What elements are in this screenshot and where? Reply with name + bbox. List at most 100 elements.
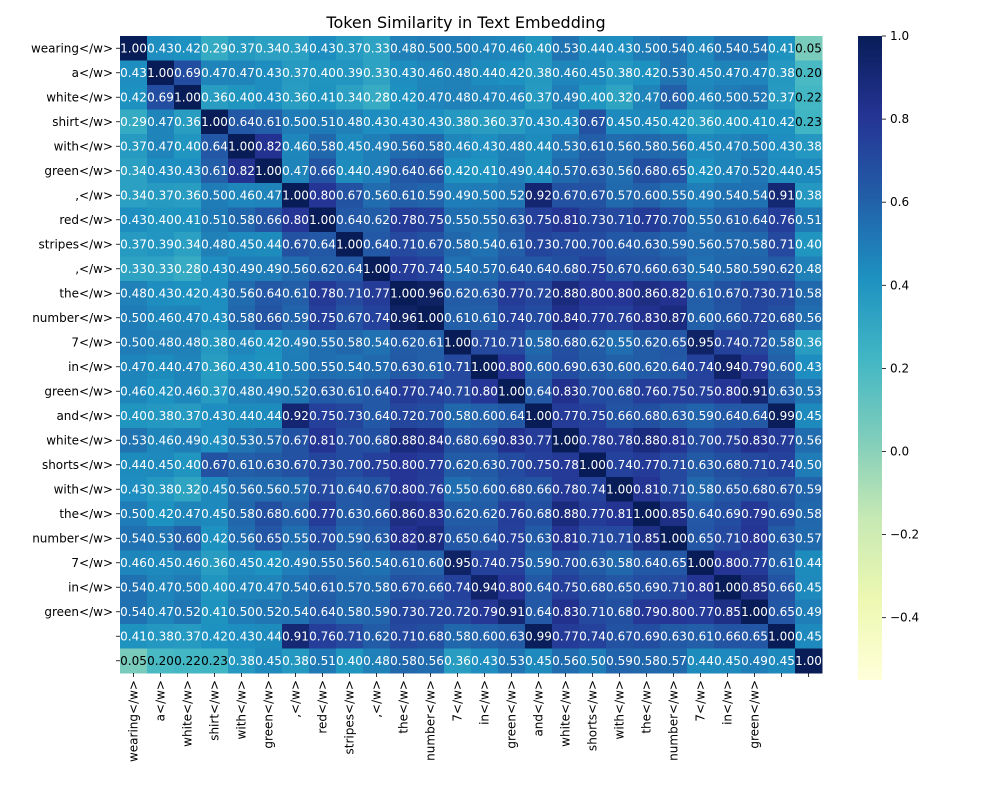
heatmap-cell — [390, 85, 418, 110]
heatmap-cell — [444, 281, 472, 306]
heatmap-cell — [255, 354, 283, 380]
heatmap-cell — [795, 207, 823, 233]
heatmap-cell — [795, 281, 823, 306]
heatmap-cell-value: 0.40 — [174, 139, 201, 153]
heatmap-cell — [795, 379, 823, 404]
heatmap-cell-value: 0.58 — [768, 335, 795, 349]
x-tick-label: white</w> — [559, 680, 573, 747]
heatmap-cell — [309, 60, 337, 86]
heatmap-cell-value: 0.62 — [471, 507, 498, 521]
heatmap-cell — [336, 599, 364, 625]
heatmap-cell — [471, 158, 499, 184]
heatmap-cell — [741, 330, 769, 355]
heatmap-cell-value: 0.43 — [201, 433, 228, 447]
heatmap-cell-value: 0.71 — [309, 482, 336, 496]
heatmap-cell — [714, 403, 742, 429]
heatmap-cell — [336, 648, 364, 674]
heatmap-cell — [552, 60, 580, 86]
x-tick-label: with</w> — [613, 680, 627, 739]
heatmap-cell — [228, 60, 256, 86]
heatmap-cell — [768, 599, 796, 625]
heatmap-cell-value: 0.56 — [606, 139, 633, 153]
heatmap-cell-value: 0.47 — [147, 605, 174, 619]
heatmap-cell-value: 0.37 — [120, 139, 147, 153]
heatmap-cell — [768, 428, 796, 453]
heatmap-cell — [417, 648, 445, 674]
heatmap-cell — [687, 305, 715, 331]
heatmap-cell-value: 0.43 — [147, 286, 174, 300]
heatmap-cell — [336, 305, 364, 331]
y-tick-label: the</w> — [59, 286, 113, 300]
heatmap-cell-value: 0.29 — [120, 115, 147, 129]
heatmap-cell — [282, 232, 310, 257]
heatmap-cell-value: 0.71 — [336, 629, 363, 643]
heatmap-cell-value: 0.44 — [255, 629, 282, 643]
heatmap-cell-value: 0.64 — [363, 384, 390, 398]
heatmap-cell — [174, 183, 202, 208]
heatmap-cell-value: 0.58 — [336, 605, 363, 619]
heatmap-cell-value: 0.54 — [444, 262, 471, 276]
heatmap-cell-value: 0.68 — [768, 311, 795, 325]
heatmap-cell — [660, 330, 688, 355]
heatmap-cell — [363, 183, 391, 208]
heatmap-cell — [390, 624, 418, 649]
heatmap-cell-value: 0.63 — [525, 531, 552, 545]
heatmap-cell — [363, 550, 391, 576]
heatmap-cell — [471, 60, 499, 86]
heatmap-cell-value: 0.78 — [552, 482, 579, 496]
heatmap-cell-value: 0.41 — [120, 629, 147, 643]
heatmap-cell — [687, 599, 715, 625]
y-tick-label: ,</w> — [75, 188, 113, 202]
heatmap-cell-value: 0.75 — [417, 213, 444, 227]
heatmap-cell — [606, 354, 634, 380]
heatmap-cell-value: 0.45 — [687, 139, 714, 153]
heatmap-cell — [228, 109, 256, 135]
heatmap-cell-value: 0.63 — [768, 531, 795, 545]
heatmap-cell — [606, 36, 634, 61]
heatmap-cell — [174, 526, 202, 551]
y-tick-label: with</w> — [54, 139, 113, 153]
heatmap-cell-value: 0.64 — [498, 262, 525, 276]
heatmap-cell — [174, 452, 202, 478]
heatmap-cell — [714, 330, 742, 355]
heatmap-cell-value: 0.54 — [471, 237, 498, 251]
heatmap-cell — [120, 354, 148, 380]
heatmap-cell — [552, 134, 580, 159]
heatmap-cell — [120, 207, 148, 233]
heatmap-cell-value: 0.47 — [147, 139, 174, 153]
heatmap-cell-value: 0.75 — [552, 580, 579, 594]
heatmap-cell-value: 0.67 — [417, 237, 444, 251]
heatmap-cell — [768, 36, 796, 61]
heatmap-cell-value: 0.42 — [201, 629, 228, 643]
heatmap-cell — [444, 109, 472, 135]
heatmap-cell — [687, 36, 715, 61]
heatmap-cell-value: 0.42 — [174, 286, 201, 300]
heatmap-cell — [579, 256, 607, 282]
heatmap-cell-value: 0.48 — [795, 262, 822, 276]
heatmap-cell-value: 0.33 — [363, 66, 390, 80]
heatmap-cell — [309, 134, 337, 159]
heatmap-cell-value: 0.80 — [687, 580, 714, 594]
heatmap-cell-value: 0.43 — [120, 66, 147, 80]
heatmap-cell — [444, 403, 472, 429]
heatmap-cell-value: 0.83 — [552, 605, 579, 619]
heatmap-cell — [363, 403, 391, 429]
heatmap-cell-value: 0.20 — [795, 66, 822, 80]
heatmap-cell-value: 1.00 — [120, 41, 147, 55]
heatmap-cell — [768, 452, 796, 478]
heatmap-cell-value: 0.67 — [579, 115, 606, 129]
heatmap-cell — [363, 624, 391, 649]
heatmap-cell — [741, 477, 769, 502]
heatmap-cell-value: 0.45 — [228, 556, 255, 570]
heatmap-cell-value: 0.57 — [660, 654, 687, 668]
heatmap-cell — [201, 60, 229, 86]
heatmap-cell — [255, 403, 283, 429]
heatmap-cell — [201, 501, 229, 527]
heatmap-cell — [282, 256, 310, 282]
y-tick-label: with</w> — [54, 482, 113, 496]
heatmap-cell — [309, 109, 337, 135]
heatmap-cell — [687, 477, 715, 502]
heatmap-cell-value: 0.70 — [336, 458, 363, 472]
heatmap-cell-value: 0.44 — [525, 164, 552, 178]
heatmap-cell — [309, 281, 337, 306]
